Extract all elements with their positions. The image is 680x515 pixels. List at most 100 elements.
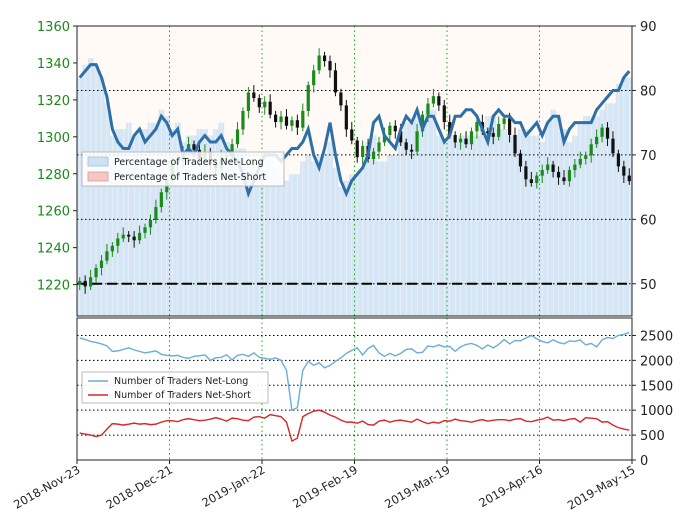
- candle-body: [497, 123, 501, 137]
- top-legend: Percentage of Traders Net-Long Percentag…: [81, 151, 285, 187]
- left-tick-label: 1220: [37, 279, 70, 294]
- right-axis-ticks-bottom: 0 500 1000 1500 2000 2500: [632, 329, 673, 469]
- candle-body: [137, 232, 142, 241]
- candle-body: [507, 118, 512, 135]
- candle-body: [453, 134, 457, 143]
- candle-body: [110, 245, 114, 252]
- candle-body: [540, 170, 544, 176]
- candle-body: [475, 122, 479, 132]
- candle-body: [415, 131, 419, 152]
- candle-body: [350, 129, 354, 141]
- candle-body: [274, 114, 278, 123]
- bottom-legend: Number of Traders Net-Long Number of Tra…: [81, 371, 269, 404]
- candle-body: [420, 114, 425, 132]
- count-net-short-line: [79, 409, 630, 443]
- count-net-long-line: [79, 331, 630, 412]
- candle-body: [459, 138, 463, 143]
- legend-label-count-short: Number of Traders Net-Short: [114, 390, 251, 401]
- candle-body: [431, 96, 435, 104]
- right-tick-label: 70: [640, 149, 657, 164]
- candle-body: [312, 70, 316, 86]
- candle-body: [393, 125, 397, 132]
- candle-body: [154, 207, 158, 220]
- candle-body: [491, 133, 495, 137]
- candle-body: [99, 260, 104, 268]
- candle-body: [317, 55, 321, 71]
- right-tick-label: 0: [640, 454, 648, 469]
- bottom-panel: 0 500 1000 1500 2000 2500 Number of Traders N…: [76, 317, 673, 469]
- candle-body: [132, 236, 136, 241]
- candle-body: [83, 280, 87, 287]
- x-tick-label: 2019-Mar-19: [382, 462, 452, 511]
- candle-body: [279, 116, 283, 123]
- x-tick-label: 2019-May-15: [565, 462, 638, 512]
- candle-body: [524, 166, 528, 180]
- candle-body: [627, 175, 631, 182]
- legend-swatch-net-short: [87, 171, 109, 182]
- legend-label-net-long: Percentage of Traders Net-Long: [114, 157, 264, 168]
- candle-body: [622, 166, 626, 176]
- candle-body: [230, 144, 234, 156]
- left-tick-label: 1240: [37, 242, 70, 257]
- right-tick-label: 1500: [640, 379, 673, 394]
- candle-body: [551, 164, 555, 172]
- candle-body: [241, 110, 245, 130]
- candle-body: [589, 144, 593, 156]
- candle-body: [535, 175, 539, 184]
- candle-body: [116, 238, 120, 246]
- candle-body: [502, 118, 506, 124]
- candle-body: [595, 136, 599, 145]
- candle-body: [399, 131, 403, 143]
- candle-body: [192, 144, 196, 150]
- top-legend-box: [81, 151, 285, 187]
- candle-body: [486, 131, 490, 134]
- candle-body: [344, 105, 348, 130]
- top-panel-border: [76, 25, 633, 317]
- candle-body: [89, 277, 93, 287]
- candle-body: [469, 131, 474, 145]
- candle-body: [246, 92, 250, 111]
- right-tick-label: 2500: [640, 329, 673, 344]
- right-tick-label: 500: [640, 429, 665, 444]
- x-tick-label: 2019-Feb-19: [290, 462, 360, 510]
- candle-body: [78, 280, 82, 285]
- candle-body: [322, 55, 327, 62]
- candle-body: [573, 164, 577, 171]
- left-tick-label: 1340: [37, 57, 70, 72]
- candle-body: [578, 158, 582, 165]
- right-tick-label: 50: [640, 278, 657, 293]
- candle-body: [410, 149, 414, 152]
- left-tick-label: 1300: [37, 131, 70, 146]
- candle-body: [328, 61, 332, 71]
- candle-body: [339, 92, 343, 106]
- candle-body: [513, 134, 517, 154]
- candle-body: [600, 127, 604, 137]
- candle-body: [306, 85, 310, 111]
- right-tick-label: 60: [640, 213, 657, 228]
- candle-body: [605, 127, 610, 139]
- candle-body: [518, 153, 523, 167]
- candle-body: [94, 267, 98, 278]
- candle-body: [404, 142, 408, 150]
- candle-body: [105, 251, 109, 261]
- bottom-legend-box: [81, 371, 269, 404]
- x-axis-ticks: 2018-Nov-23 2018-Dec-21 2019-Jan-22 2019-Fe…: [11, 460, 638, 512]
- candle-body: [284, 116, 289, 126]
- candle-body: [442, 105, 446, 123]
- legend-label-count-long: Number of Traders Net-Long: [114, 376, 248, 387]
- left-tick-label: 1280: [37, 168, 70, 183]
- candle-body: [268, 101, 272, 115]
- x-tick-label: 2019-Jan-22: [199, 462, 267, 509]
- candle-body: [263, 101, 267, 108]
- candle-body: [556, 171, 561, 178]
- candle-body: [235, 129, 240, 145]
- candle-body: [301, 110, 305, 128]
- candle-body: [562, 177, 566, 182]
- right-tick-label: 90: [640, 20, 657, 35]
- candle-body: [426, 103, 430, 115]
- candle-body: [143, 227, 147, 233]
- x-tick-label: 2018-Dec-21: [104, 462, 175, 511]
- candle-body: [159, 192, 163, 208]
- candle-body: [448, 122, 452, 135]
